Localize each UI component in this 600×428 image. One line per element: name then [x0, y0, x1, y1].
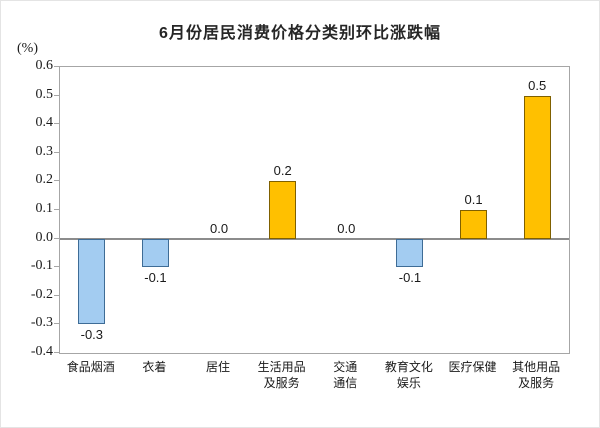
x-category-label: 衣着	[142, 360, 167, 374]
y-tick-mark	[54, 209, 59, 210]
bar	[460, 210, 488, 239]
bar-value-label: 0.5	[528, 77, 547, 93]
y-tick-label: -0.2	[30, 286, 53, 302]
x-category-label: 医疗保健	[448, 360, 497, 374]
y-tick-label: -0.3	[30, 315, 53, 331]
y-tick-mark	[54, 237, 59, 239]
y-tick-label: 0.0	[35, 229, 54, 245]
x-category-label: 教育文化 娱乐	[384, 360, 433, 390]
y-tick-mark	[54, 352, 59, 353]
y-tick-mark	[54, 123, 59, 125]
y-tick-label: 0.3	[35, 143, 54, 159]
x-category-label: 居住	[206, 360, 231, 374]
bar	[141, 238, 169, 268]
y-tick-mark	[54, 294, 59, 296]
bar	[523, 95, 551, 239]
x-category-label: 食品烟酒	[66, 360, 115, 374]
bar-value-label: 0.1	[464, 192, 483, 207]
bar-value-label: 0.0	[337, 220, 356, 236]
plot-area: -0.3 -0.1 0.0 0.2 0.0 -0.1 0.1 0.5	[59, 66, 570, 354]
y-tick-label: 0.5	[35, 86, 54, 102]
x-category-label: 交通 通信	[333, 360, 358, 390]
y-tick-mark	[54, 180, 59, 182]
y-tick-label: 0.6	[35, 58, 54, 73]
bar-value-label: -0.3	[80, 327, 104, 343]
y-tick-label: -0.1	[30, 258, 53, 274]
y-tick-label: 0.4	[35, 115, 54, 131]
y-tick-label: -0.4	[30, 344, 53, 359]
y-tick-mark	[54, 94, 59, 96]
y-tick-label: 0.2	[35, 172, 54, 188]
y-axis-unit-label: (%)	[17, 41, 38, 56]
y-tick-mark	[54, 151, 59, 153]
y-tick-mark	[54, 66, 59, 67]
zero-baseline	[60, 237, 569, 240]
chart-title: 6月份居民消费价格分类别环比涨跌幅	[159, 25, 441, 42]
bar-value-label: 0.2	[273, 163, 292, 179]
y-tick-label: 0.1	[35, 201, 54, 216]
bar	[269, 181, 297, 239]
bar	[396, 238, 424, 268]
bar-value-label: -0.1	[398, 270, 422, 286]
x-category-label: 生活用品 及服务	[257, 360, 306, 390]
x-category-label: 其他用品 及服务	[512, 360, 561, 390]
bar-value-label: -0.1	[144, 270, 167, 286]
bar	[78, 238, 106, 325]
y-tick-mark	[54, 323, 59, 325]
bar-value-label: 0.0	[210, 220, 229, 236]
y-tick-mark	[54, 266, 59, 268]
